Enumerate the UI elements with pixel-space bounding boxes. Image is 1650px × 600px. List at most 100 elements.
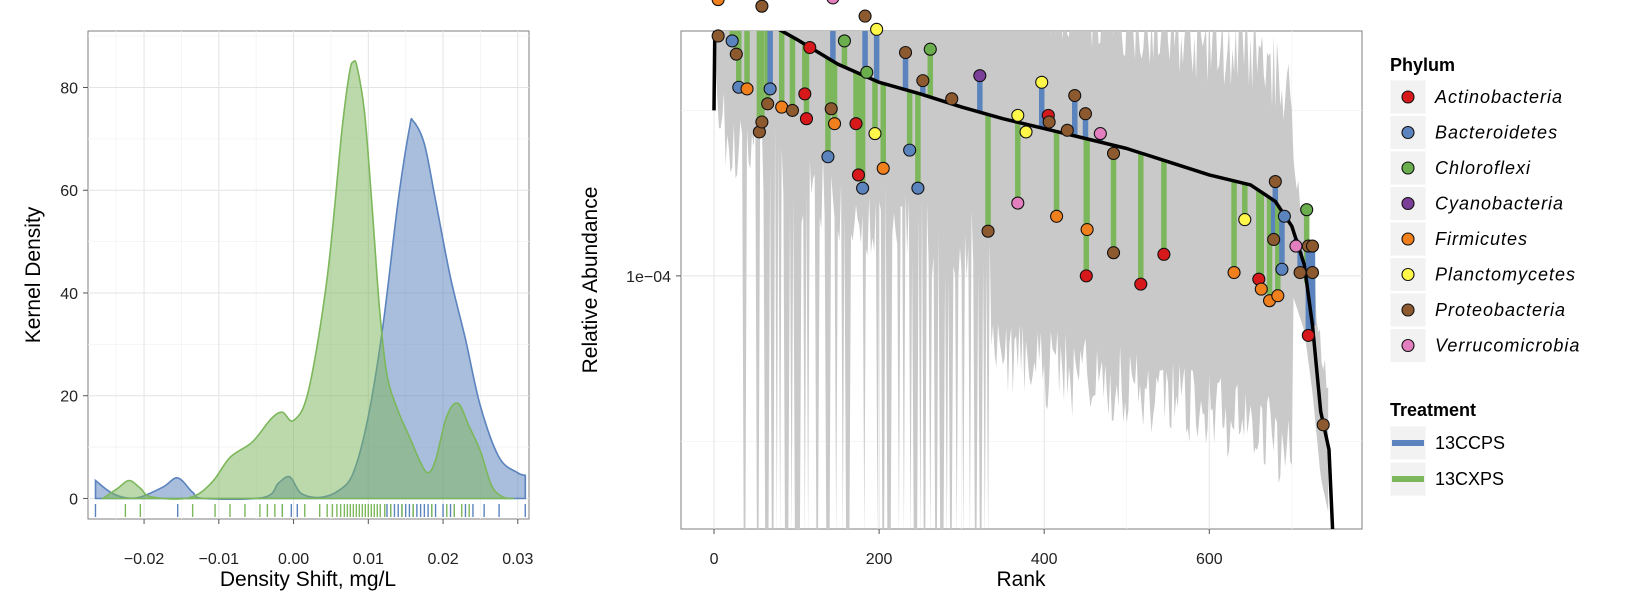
abundance-range-band xyxy=(715,31,1329,529)
taxon-point xyxy=(1277,209,1291,223)
legend-phylum-label: Chloroflexi xyxy=(1435,158,1531,178)
kernel-density-panel: −0.02 −0.01 0.00 0.01 0.02 0.03 0 20 40 60 80 Den… xyxy=(22,30,533,591)
legend-phylum-swatch xyxy=(1401,90,1415,104)
taxon-point xyxy=(826,0,840,5)
legend-treatment-entries: 13CCPS 13CXPS xyxy=(1389,425,1505,497)
taxon-point xyxy=(1106,146,1121,160)
taxon-point xyxy=(1042,115,1056,129)
legend-phylum-label: Planctomycetes xyxy=(1435,265,1576,285)
left-y-axis-title: Kernel Density xyxy=(22,206,45,343)
taxon-point xyxy=(981,224,995,238)
left-y-tick-label: 0 xyxy=(69,491,78,508)
legend-phylum-label: Cyanobacteria xyxy=(1435,194,1564,214)
left-x-tick-label: −0.01 xyxy=(199,551,240,568)
taxon-point xyxy=(1035,75,1049,89)
taxon-point xyxy=(1289,239,1303,253)
right-x-axis-title: Rank xyxy=(996,568,1046,591)
legend-phylum-title: Phylum xyxy=(1390,55,1455,75)
taxon-points xyxy=(711,0,1330,432)
left-x-tick-label: 0.03 xyxy=(502,551,533,568)
taxon-point xyxy=(798,87,812,101)
taxon-point xyxy=(785,103,799,117)
taxon-point xyxy=(1106,246,1121,260)
left-density-areas xyxy=(94,60,527,501)
taxon-point xyxy=(1060,123,1074,137)
taxon-point xyxy=(1011,108,1025,122)
taxon-point xyxy=(799,112,814,126)
legend-phylum-entries: Actinobacteria Bacteroidetes Chloroflexi Cy… xyxy=(1389,79,1579,363)
taxon-point xyxy=(1275,262,1289,276)
legend-phylum-swatch xyxy=(1401,267,1415,282)
legend-phylum-swatch xyxy=(1401,125,1415,140)
taxon-point xyxy=(1050,209,1064,223)
taxon-point xyxy=(1267,232,1281,247)
taxon-point xyxy=(849,117,863,131)
taxon-point xyxy=(1305,239,1320,253)
left-y-tick-label: 40 xyxy=(60,286,78,303)
taxon-point xyxy=(973,69,987,83)
taxon-point xyxy=(711,29,725,43)
right-x-tick-label: 600 xyxy=(1196,551,1223,568)
right-x-tick-label: 200 xyxy=(866,551,893,568)
taxon-point xyxy=(911,181,925,195)
left-x-tick-label: 0.00 xyxy=(278,551,309,568)
taxon-point xyxy=(824,102,838,116)
taxon-point xyxy=(916,74,930,88)
left-y-tick-label: 80 xyxy=(60,81,78,98)
taxon-point xyxy=(851,168,866,182)
right-x-axis-ticks: 0 200 400 600 xyxy=(710,529,1223,568)
taxon-point xyxy=(860,65,874,79)
left-y-tick-label: 60 xyxy=(60,183,78,200)
taxon-point xyxy=(870,22,884,36)
taxon-point xyxy=(761,97,775,111)
legend-phylum-label: Actinobacteria xyxy=(1434,87,1563,107)
legend: Phylum Actinobacteria Bacteroidetes Chloro… xyxy=(1389,55,1579,497)
legend-treatment-label: 13CCPS xyxy=(1435,433,1505,453)
legend-phylum-label: Proteobacteria xyxy=(1435,300,1566,320)
abundance-range-area xyxy=(715,31,1329,529)
rank-abundance-panel: 0 200 400 600 1e−041e−02 Rank Relative Abun… xyxy=(579,0,1363,591)
left-x-tick-label: 0.02 xyxy=(427,551,458,568)
taxon-point xyxy=(1019,125,1033,139)
taxon-point xyxy=(1271,289,1285,303)
legend-treatment-title: Treatment xyxy=(1390,400,1476,420)
legend-treatment-swatch xyxy=(1392,440,1424,446)
legend-phylum-label: Firmicutes xyxy=(1435,229,1528,249)
legend-phylum-swatch xyxy=(1401,303,1415,317)
taxon-point xyxy=(1011,196,1025,210)
taxon-point xyxy=(821,150,835,164)
taxon-point xyxy=(827,117,842,131)
taxon-point xyxy=(729,47,743,61)
legend-phylum-swatch xyxy=(1401,196,1415,211)
left-y-axis-ticks: 0 20 40 60 80 xyxy=(60,81,88,508)
taxon-point xyxy=(1093,127,1107,141)
taxon-point xyxy=(876,161,890,175)
taxon-point xyxy=(1157,247,1171,261)
left-x-tick-label: 0.01 xyxy=(353,551,384,568)
taxon-point xyxy=(837,34,851,48)
rank-abundance-curve xyxy=(712,31,1335,529)
taxon-point xyxy=(740,82,754,96)
taxon-point xyxy=(1301,328,1315,342)
taxon-point xyxy=(763,82,777,96)
taxon-point xyxy=(923,42,937,56)
left-y-tick-label: 20 xyxy=(60,389,78,406)
taxon-point xyxy=(775,100,789,114)
taxon-point xyxy=(1134,277,1148,291)
taxon-point xyxy=(755,0,769,13)
density-area-13cxps xyxy=(100,60,515,500)
taxon-point xyxy=(1238,213,1252,227)
taxon-point xyxy=(1079,269,1093,283)
taxon-point xyxy=(803,40,817,55)
left-x-axis-ticks: −0.02 −0.01 0.00 0.01 0.02 0.03 xyxy=(124,519,533,568)
taxon-point xyxy=(1293,266,1307,280)
taxon-point xyxy=(1068,88,1082,103)
legend-phylum-swatch xyxy=(1401,161,1415,175)
right-y-axis-title: Relative Abundance xyxy=(579,187,602,374)
left-x-axis-title: Density Shift, mg/L xyxy=(220,568,396,591)
legend-key-box xyxy=(1389,79,1427,115)
taxon-point xyxy=(1078,107,1093,121)
taxon-point xyxy=(755,115,769,129)
taxon-point xyxy=(1305,266,1320,280)
taxon-point xyxy=(1227,266,1241,280)
